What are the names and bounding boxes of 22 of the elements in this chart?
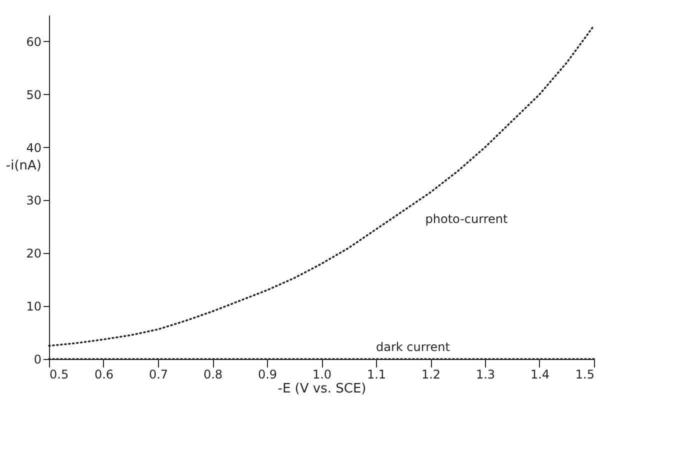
x-tick-label: 0.8 (203, 368, 223, 382)
y-tick-label: 0 (34, 352, 42, 366)
x-tick-label: 1.2 (421, 368, 441, 382)
x-tick-label: 1.3 (476, 368, 496, 382)
y-tick-label: 30 (26, 194, 42, 208)
annotation: photo-current (425, 212, 508, 226)
x-tick-label: 1.0 (312, 368, 332, 382)
annotation: dark current (376, 340, 450, 354)
x-tick-label: 0.6 (94, 368, 114, 382)
y-tick-label: 10 (26, 300, 42, 314)
y-tick-label: 60 (26, 34, 42, 49)
x-tick-label: 0.7 (148, 368, 168, 382)
x-tick-label: 1.1 (366, 368, 386, 382)
x-tick-label: 0.9 (258, 368, 278, 382)
x-tick-label: 1.4 (530, 368, 550, 382)
x-tick-label: 0.5 (50, 368, 69, 382)
y-tick-label: 50 (26, 88, 42, 102)
x-axis-title: -E (V vs. SCE) (278, 382, 366, 396)
x-tick-label: 1.5 (575, 368, 594, 382)
y-tick-label: 20 (26, 246, 42, 261)
y-axis-title: -i(nA) (6, 158, 42, 174)
y-tick-label: 40 (26, 140, 42, 155)
